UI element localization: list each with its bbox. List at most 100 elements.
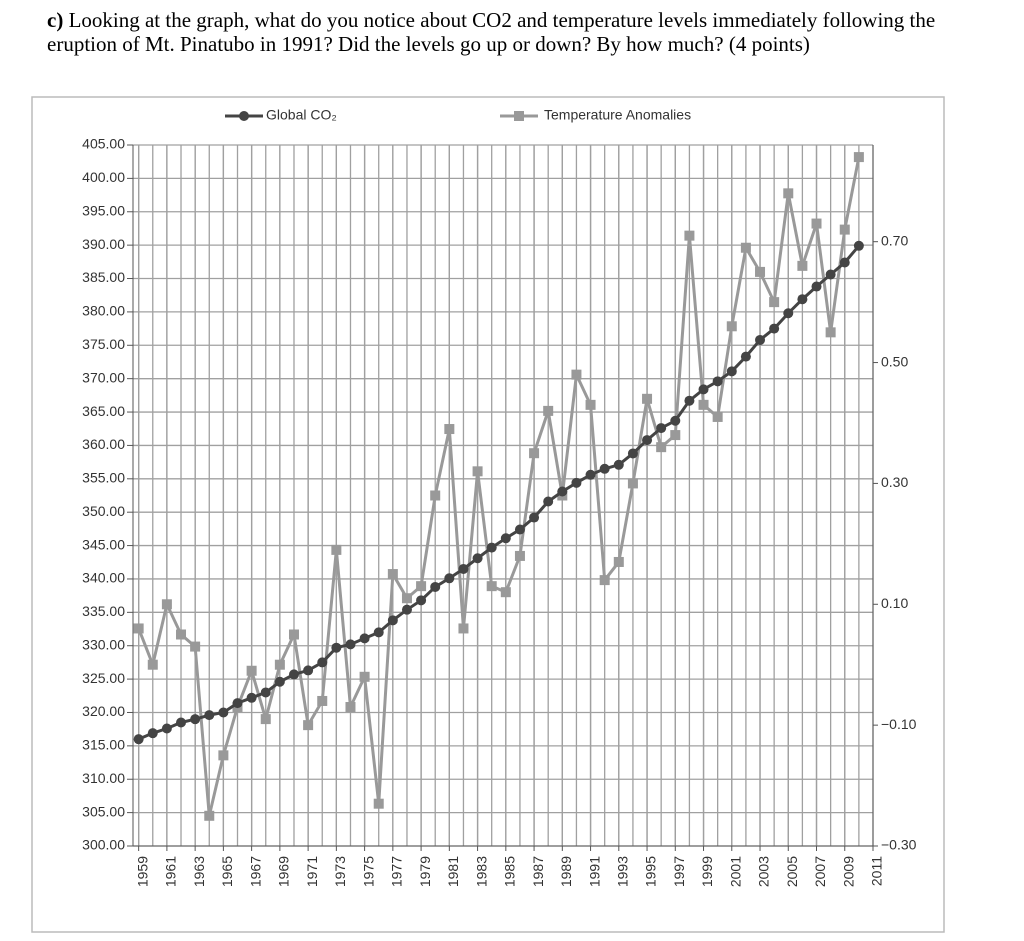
marker	[825, 327, 836, 338]
marker	[712, 376, 723, 387]
marker	[726, 321, 737, 332]
marker	[740, 242, 751, 253]
y-tick-label: 335.00	[82, 603, 125, 619]
y-tick-label: 370.00	[82, 369, 125, 385]
marker	[698, 384, 709, 395]
question-text: Looking at the graph, what do you notice…	[47, 8, 936, 56]
x-tick-label: 1969	[276, 856, 292, 887]
marker	[444, 573, 455, 584]
x-tick-label: 1985	[502, 856, 518, 887]
marker	[585, 469, 596, 480]
marker	[670, 415, 681, 426]
marker	[204, 710, 215, 721]
x-tick-label: 1963	[191, 856, 207, 887]
y-tick-label: 375.00	[82, 336, 125, 352]
x-tick-label: 1987	[530, 856, 546, 887]
y-tick-label: 320.00	[82, 703, 125, 719]
x-tick-label: 2005	[784, 856, 800, 887]
marker	[303, 665, 314, 676]
marker	[853, 240, 864, 251]
marker	[218, 750, 229, 761]
y-tick-label: 310.00	[82, 770, 125, 786]
marker	[246, 665, 257, 676]
marker	[529, 512, 540, 523]
marker	[373, 627, 384, 638]
marker	[260, 714, 271, 725]
marker	[176, 629, 187, 640]
y2-tick-label: 0.70	[881, 232, 908, 248]
marker	[147, 659, 158, 670]
marker	[401, 593, 412, 604]
marker	[430, 490, 441, 501]
marker	[642, 393, 653, 404]
marker	[571, 477, 582, 488]
marker	[401, 604, 412, 615]
y-tick-label: 390.00	[82, 236, 125, 252]
legend-item: Global CO₂	[225, 107, 337, 123]
y2-tick-label: −0.30	[881, 837, 917, 853]
y-tick-label: 345.00	[82, 536, 125, 552]
marker	[359, 671, 370, 682]
y-tick-label: 365.00	[82, 403, 125, 419]
x-tick-label: 2001	[727, 856, 743, 887]
marker	[161, 599, 172, 610]
marker	[317, 657, 328, 668]
marker	[853, 152, 864, 163]
marker	[514, 524, 525, 535]
marker	[698, 399, 709, 410]
y2-tick-label: −0.10	[881, 716, 917, 732]
marker	[514, 550, 525, 561]
marker	[783, 188, 794, 199]
x-tick-label: 1973	[332, 856, 348, 887]
question: c) Looking at the graph, what do you not…	[47, 8, 947, 56]
marker	[797, 294, 808, 305]
marker	[755, 266, 766, 277]
x-tick-label: 1983	[473, 856, 489, 887]
marker	[218, 707, 229, 718]
marker	[288, 629, 299, 640]
x-tick-label: 1981	[445, 856, 461, 887]
x-tick-label: 2009	[840, 856, 856, 887]
marker	[190, 714, 201, 725]
marker	[500, 533, 511, 544]
marker	[839, 224, 850, 235]
y-tick-label: 315.00	[82, 737, 125, 753]
marker	[472, 553, 483, 564]
legend-label: Global CO₂	[266, 107, 337, 123]
question-label: c)	[47, 8, 64, 32]
marker	[274, 659, 285, 670]
x-tick-label: 2003	[756, 856, 772, 887]
marker	[656, 423, 667, 434]
marker	[147, 728, 158, 739]
marker	[239, 111, 249, 121]
marker	[811, 281, 822, 292]
marker	[529, 448, 540, 459]
marker	[740, 351, 751, 362]
marker	[825, 269, 836, 280]
marker	[486, 542, 497, 553]
marker	[345, 702, 356, 713]
x-tick-label: 1975	[360, 856, 376, 887]
y-tick-label: 305.00	[82, 803, 125, 819]
marker	[387, 615, 398, 626]
marker	[317, 695, 328, 706]
marker	[571, 369, 582, 380]
marker	[557, 486, 568, 497]
marker	[783, 308, 794, 319]
marker	[416, 595, 427, 606]
marker	[543, 496, 554, 507]
x-tick-label: 1961	[163, 856, 179, 887]
marker	[797, 260, 808, 271]
marker	[599, 575, 610, 586]
y2-tick-label: 0.10	[881, 595, 908, 611]
x-tick-label: 1977	[389, 856, 405, 887]
marker	[613, 459, 624, 470]
marker	[627, 448, 638, 459]
marker	[472, 466, 483, 477]
marker	[811, 218, 822, 229]
y2-tick-label: 0.30	[881, 474, 908, 490]
y-tick-label: 325.00	[82, 670, 125, 686]
marker	[769, 297, 780, 308]
marker	[246, 692, 257, 703]
